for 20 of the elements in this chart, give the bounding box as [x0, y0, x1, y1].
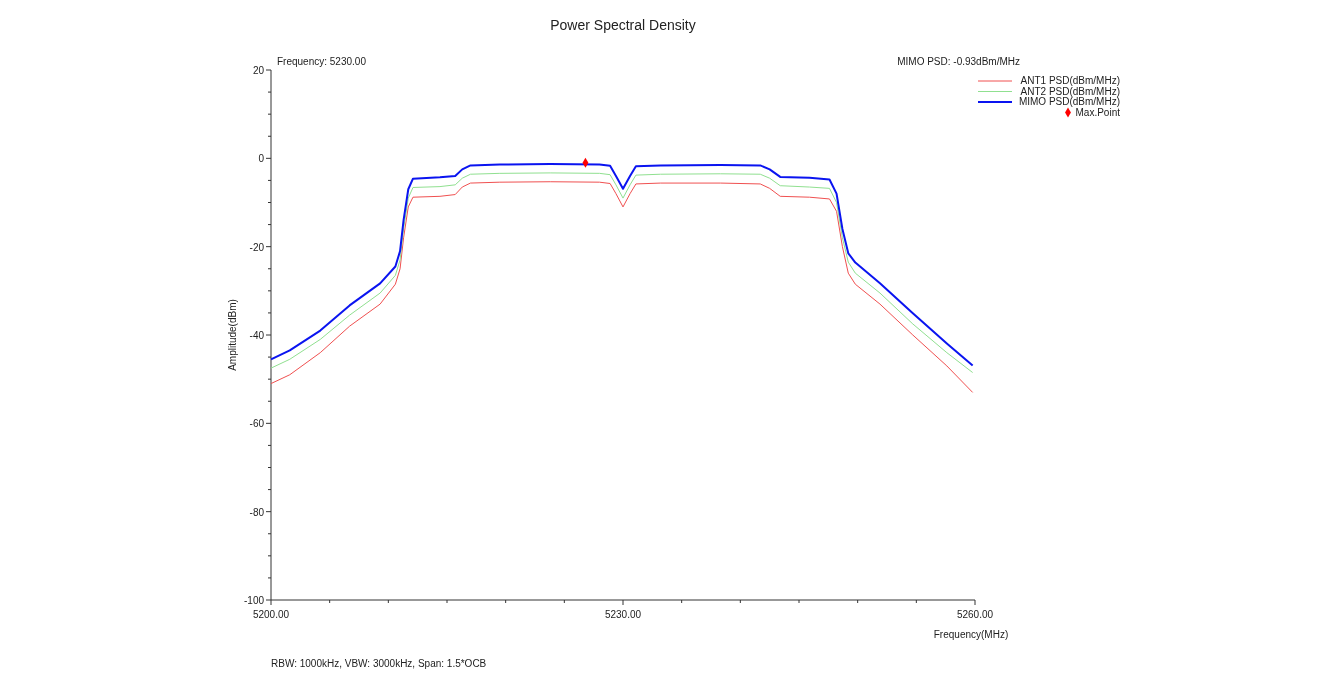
x-tick-label: 5230.00 [604, 609, 642, 620]
x-tick-label: 5200.00 [252, 609, 290, 620]
y-axis-title: Amplitude(dBm) [227, 299, 238, 371]
y-tick-label: -40 [249, 330, 265, 341]
legend-label: MIMO PSD(dBm/MHz) [1018, 96, 1120, 107]
x-tick-label: 5260.00 [956, 609, 994, 620]
legend-label: Max.Point [1075, 106, 1121, 118]
y-tick-label: -100 [243, 595, 265, 606]
y-tick-label: 20 [252, 65, 265, 76]
y-tick-label: 0 [258, 153, 265, 165]
legend-label: ANT2 PSD(dBm/MHz) [1020, 85, 1120, 97]
text: RBW: 1000kHz, VBW: 3000kHz, Span: 1.5*OCB [271, 658, 487, 669]
y-tick-label: -80 [249, 506, 265, 518]
legend-label: ANT1 PSD(dBm/MHz) [1020, 75, 1120, 86]
text: MIMO PSD: -0.93dBm/MHz [897, 56, 1020, 67]
chart-title: Power Spectral Density [550, 17, 696, 33]
y-tick-label: -60 [249, 418, 265, 430]
y-tick-label: -20 [249, 241, 265, 253]
text: Frequency: 5230.00 [277, 56, 367, 67]
x-axis-title: Frequency(MHz) [933, 629, 1009, 640]
